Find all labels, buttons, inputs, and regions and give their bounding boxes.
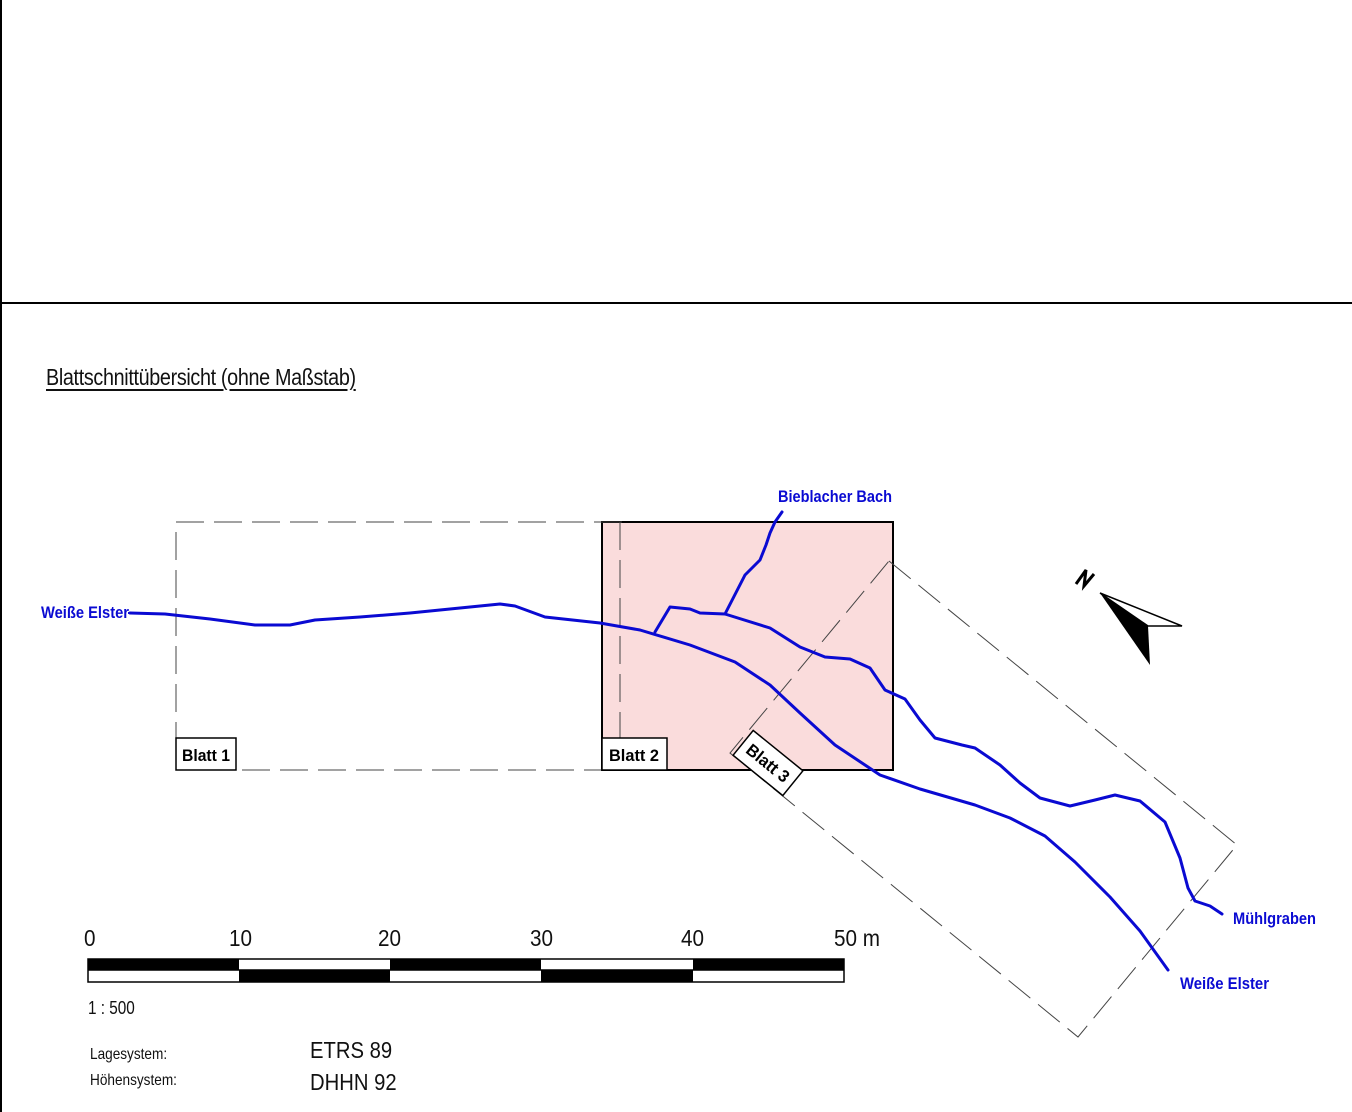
sheet-1-label-box[interactable]: Blatt 1 (175, 737, 237, 771)
river-muehlgraben (653, 605, 1224, 916)
scale-tick-label: 20 (378, 925, 402, 951)
frame-divider-line (0, 302, 1352, 304)
river-label-muehlgraben: Mühlgraben (1233, 909, 1316, 928)
river-bieblacher-bach (723, 510, 784, 616)
frame-left-border (0, 0, 2, 1112)
scale-tick-label: 0 (84, 925, 96, 951)
river-network (128, 510, 1224, 972)
scale-tick-label: 50 m (834, 925, 881, 951)
lagesystem-value: ETRS 89 (310, 1037, 393, 1063)
river-label-weisse-elster-west: Weiße Elster (41, 603, 129, 622)
river-weisse-elster (128, 602, 1170, 972)
lagesystem-label: Lagesystem: (90, 1046, 168, 1063)
scale-tick-label: 10 (229, 925, 253, 951)
river-label-bieblacher-bach: Bieblacher Bach (778, 487, 892, 506)
river-label-weisse-elster-east: Weiße Elster (1180, 974, 1269, 993)
scale-tick-label: 40 (681, 925, 705, 951)
sheet-3-outline[interactable] (729, 560, 1238, 1038)
sheet-1-outline[interactable] (175, 521, 622, 771)
sheet-2-label: Blatt 2 (609, 746, 659, 765)
sheet-2-area[interactable] (601, 521, 894, 771)
scale-tick-label: 30 (530, 925, 554, 951)
sheet-1-label: Blatt 1 (182, 746, 230, 765)
section-title: Blattschnittübersicht (ohne Maßstab) (46, 364, 356, 390)
hoehensystem-label: Höhensystem: (90, 1072, 177, 1089)
north-arrow-icon (1074, 569, 1183, 665)
scale-ratio: 1 : 500 (88, 998, 135, 1018)
scale-bar (87, 958, 845, 983)
hoehensystem-value: DHHN 92 (310, 1069, 397, 1095)
sheet-2-label-box[interactable]: Blatt 2 (601, 737, 668, 771)
